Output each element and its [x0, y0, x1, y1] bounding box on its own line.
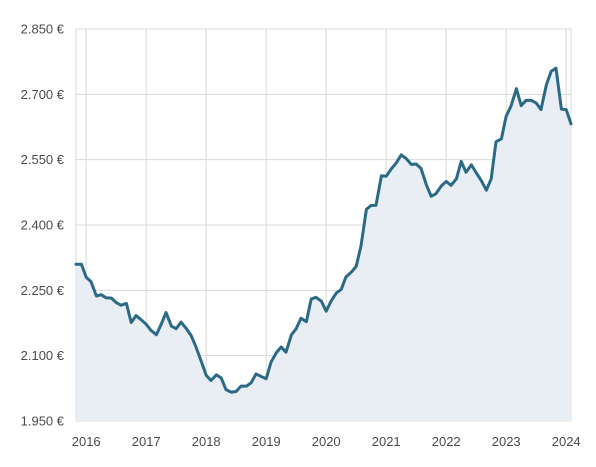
x-tick-label: 2019	[252, 434, 281, 449]
y-tick-label: 2.550 €	[21, 152, 65, 167]
y-axis-tick-labels: 1.950 € 2.100 € 2.250 € 2.400 € 2.550 € 2.700…	[21, 22, 65, 429]
y-tick-label: 2.850 €	[21, 22, 65, 37]
x-tick-label: 2024	[552, 434, 581, 449]
x-tick-label: 2021	[372, 434, 401, 449]
y-tick-label: 1.950 €	[21, 414, 65, 429]
x-tick-label: 2016	[72, 434, 101, 449]
x-tick-label: 2017	[132, 434, 161, 449]
series-line	[74, 66, 573, 394]
y-tick-label: 2.250 €	[21, 283, 65, 298]
x-tick-label: 2023	[492, 434, 521, 449]
x-tick-label: 2022	[432, 434, 461, 449]
x-tick-label: 2018	[192, 434, 221, 449]
y-tick-label: 2.400 €	[21, 218, 65, 233]
y-tick-label: 2.700 €	[21, 87, 65, 102]
series-area-fill	[76, 68, 571, 421]
x-tick-label: 2020	[312, 434, 341, 449]
x-axis-tick-labels: 2016 2017 2018 2019 2020 2021 2022 2023 2024	[72, 434, 581, 449]
y-tick-label: 2.100 €	[21, 348, 65, 363]
